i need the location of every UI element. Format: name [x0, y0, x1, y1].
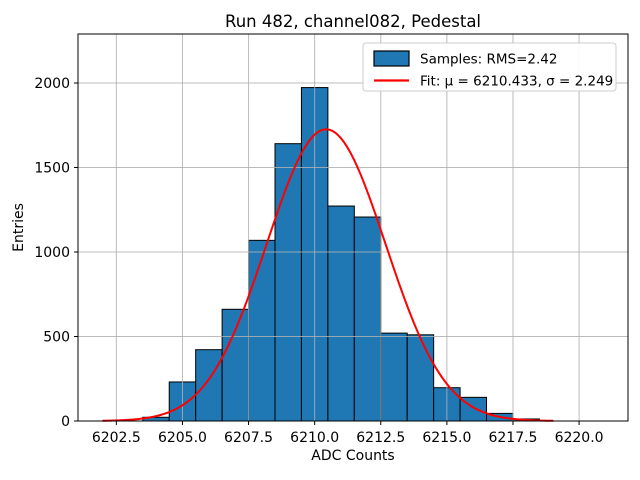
y-tick-label: 1500 [34, 161, 70, 177]
x-tick-label: 6210.0 [290, 430, 339, 446]
y-tick-label: 2000 [34, 76, 70, 92]
y-tick-label: 0 [61, 414, 70, 430]
histogram-bar [406, 334, 435, 422]
x-tick-label: 6215.0 [422, 430, 471, 446]
x-tick-label: 6202.5 [92, 430, 141, 446]
histogram-bar [248, 239, 276, 422]
legend-samples-label: Samples: RMS=2.42 [420, 52, 557, 68]
x-tick-label: 6217.5 [488, 430, 537, 446]
x-tick-label: 6212.5 [356, 430, 405, 446]
histogram-bars [142, 87, 540, 422]
legend-samples-patch-icon [373, 50, 410, 67]
legend: Samples: RMS=2.42 Fit: μ = 6210.433, σ =… [362, 42, 617, 92]
y-axis-label: Entries [11, 203, 27, 252]
gaussian-fit-curve [102, 128, 554, 422]
histogram-bar [195, 349, 223, 422]
histogram-bar [380, 332, 408, 422]
axes-spines [77, 33, 629, 422]
axis-ticks: 6202.5 6205.0 6207.5 6210.0 6212.5 6215.0 6217… [34, 76, 603, 446]
y-tick-label: 500 [43, 330, 70, 346]
grid-lines [78, 34, 628, 422]
histogram-bar [327, 205, 355, 422]
x-tick-label: 6220.0 [555, 430, 604, 446]
x-axis-label: ADC Counts [311, 448, 394, 464]
histogram-bar [221, 308, 250, 422]
y-tick-label: 1000 [34, 245, 70, 261]
histogram-bar [353, 216, 382, 422]
legend-fit-label: Fit: μ = 6210.433, σ = 2.249 [420, 74, 613, 90]
x-tick-label: 6205.0 [158, 430, 207, 446]
chart-title: Run 482, channel082, Pedestal [225, 12, 481, 31]
legend-box [362, 42, 617, 92]
x-tick-label: 6207.5 [224, 430, 273, 446]
